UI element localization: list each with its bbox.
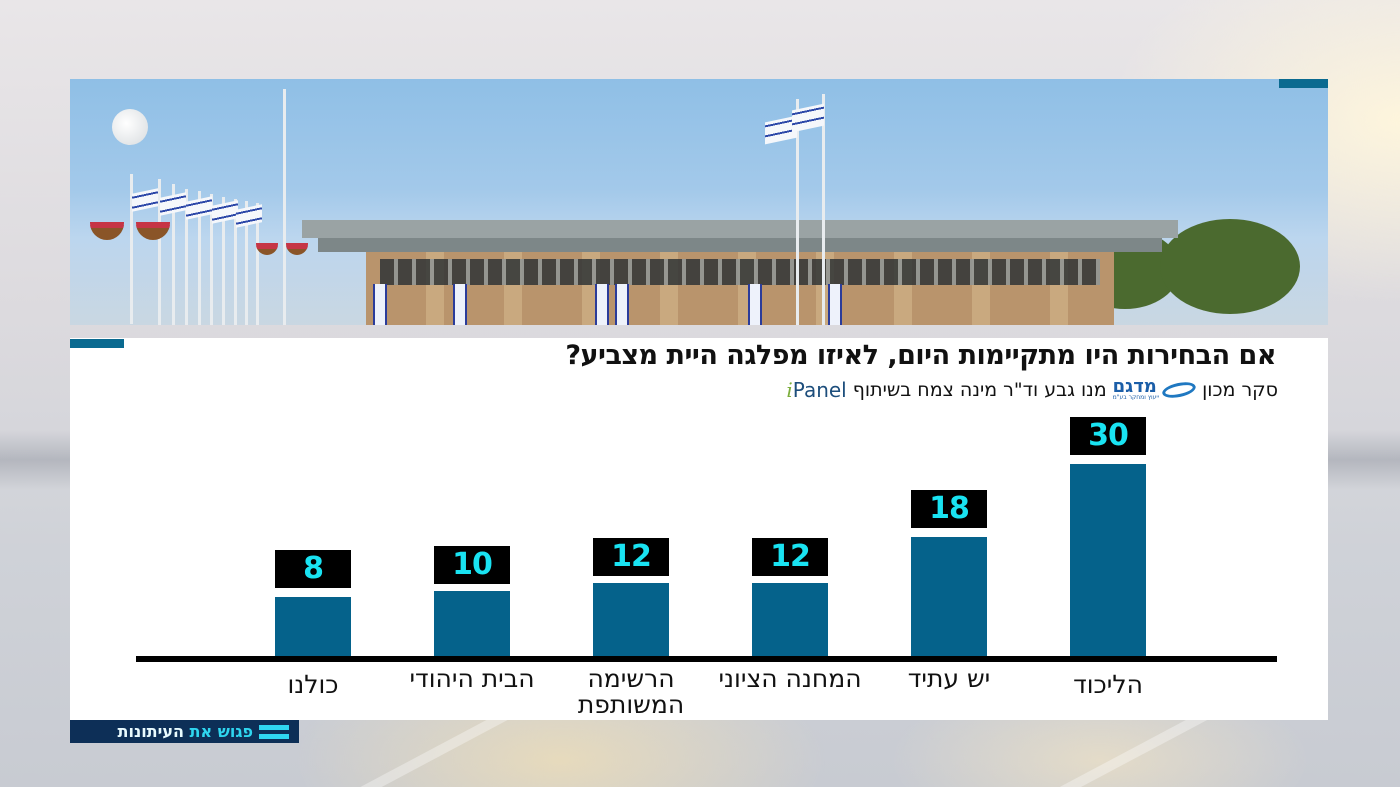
ipanel-logo-i: i (786, 378, 793, 402)
madgam-logo-tagline: ייעוץ ומחקר בע"מ (1112, 393, 1160, 401)
ipanel-logo: iPanel (786, 378, 846, 402)
flag-pole (198, 191, 201, 325)
bar-jewish-home (434, 591, 510, 658)
panel-accent-bar (70, 339, 124, 348)
bar-value-label: 18 (911, 490, 987, 528)
ipanel-logo-text: Panel (792, 378, 847, 402)
flag-pole (185, 189, 188, 325)
bar-yesh-atid (911, 537, 987, 658)
show-tag-text-bright: העיתונות (117, 722, 184, 741)
show-tag-text: פגוש את העיתונות (118, 722, 253, 741)
flag-pole (796, 99, 799, 325)
madgam-logo: מדגם ייעוץ ומחקר בע"מ (1112, 375, 1198, 401)
flag-banner (373, 284, 387, 325)
building-roof-underside (318, 238, 1162, 252)
bar-zionist-union (752, 583, 828, 658)
flag-banner (615, 284, 629, 325)
building-roof (302, 220, 1178, 238)
flag-pole (172, 184, 175, 325)
flag-banner (453, 284, 467, 325)
category-label: יש עתיד (907, 664, 991, 693)
menu-lines-icon (259, 724, 289, 739)
flower-pot (90, 222, 124, 240)
flag-pole (210, 194, 213, 325)
chart-baseline (136, 656, 1277, 662)
subtitle-prefix: סקר מכון (1202, 379, 1278, 401)
lamp (112, 109, 148, 145)
show-tag-text-dim: פגוש את (189, 722, 253, 741)
bar-value-label: 8 (275, 550, 351, 588)
category-label: הליכוד (1073, 670, 1143, 699)
israeli-flag (160, 192, 186, 216)
flag-pole (158, 179, 161, 325)
show-tag: פגוש את העיתונות (70, 720, 299, 743)
flower-pot (136, 222, 170, 240)
chart-title: אם הבחירות היו מתקיימות היום, לאיזו מפלג… (565, 340, 1276, 371)
tree (1160, 219, 1300, 314)
category-label: כולנו (287, 670, 339, 699)
corner-accent-bar (1279, 79, 1328, 88)
category-label: המחנה הציוני (718, 664, 862, 693)
building-windows (380, 259, 1100, 285)
category-label: הרשימה המשותפת (577, 664, 685, 719)
bar-joint-list (593, 583, 669, 658)
flag-pole (245, 201, 248, 325)
bar-value-label: 12 (752, 538, 828, 576)
flag-banner (748, 284, 762, 325)
flower-pot (286, 243, 308, 255)
bar-likud (1070, 464, 1146, 658)
flag-pole (822, 94, 825, 325)
bar-value-label: 12 (593, 538, 669, 576)
israeli-flag (132, 188, 158, 212)
flower-pot (256, 243, 278, 255)
flag-pole (234, 199, 237, 325)
flag-banner (595, 284, 609, 325)
madgam-ring-icon (1161, 379, 1198, 401)
chart-subtitle: סקר מכון מדגם ייעוץ ומחקר בע"מ מנו גבע ו… (786, 375, 1278, 402)
bar-value-label: 30 (1070, 417, 1146, 455)
israeli-flag (186, 196, 212, 220)
lamp-pole (283, 89, 286, 325)
madgam-logo-word: מדגם (1112, 375, 1157, 397)
bar-kulanu (275, 597, 351, 658)
knesset-photo (70, 79, 1328, 325)
flag-banner (828, 284, 842, 325)
bar-value-label: 10 (434, 546, 510, 584)
flag-pole (222, 197, 225, 325)
lamp-pole (130, 174, 133, 324)
subtitle-middle: מנו גבע וד"ר מינה צמח בשיתוף (852, 379, 1107, 401)
category-label: הבית היהודי (409, 664, 535, 693)
flag-pole (256, 203, 259, 325)
